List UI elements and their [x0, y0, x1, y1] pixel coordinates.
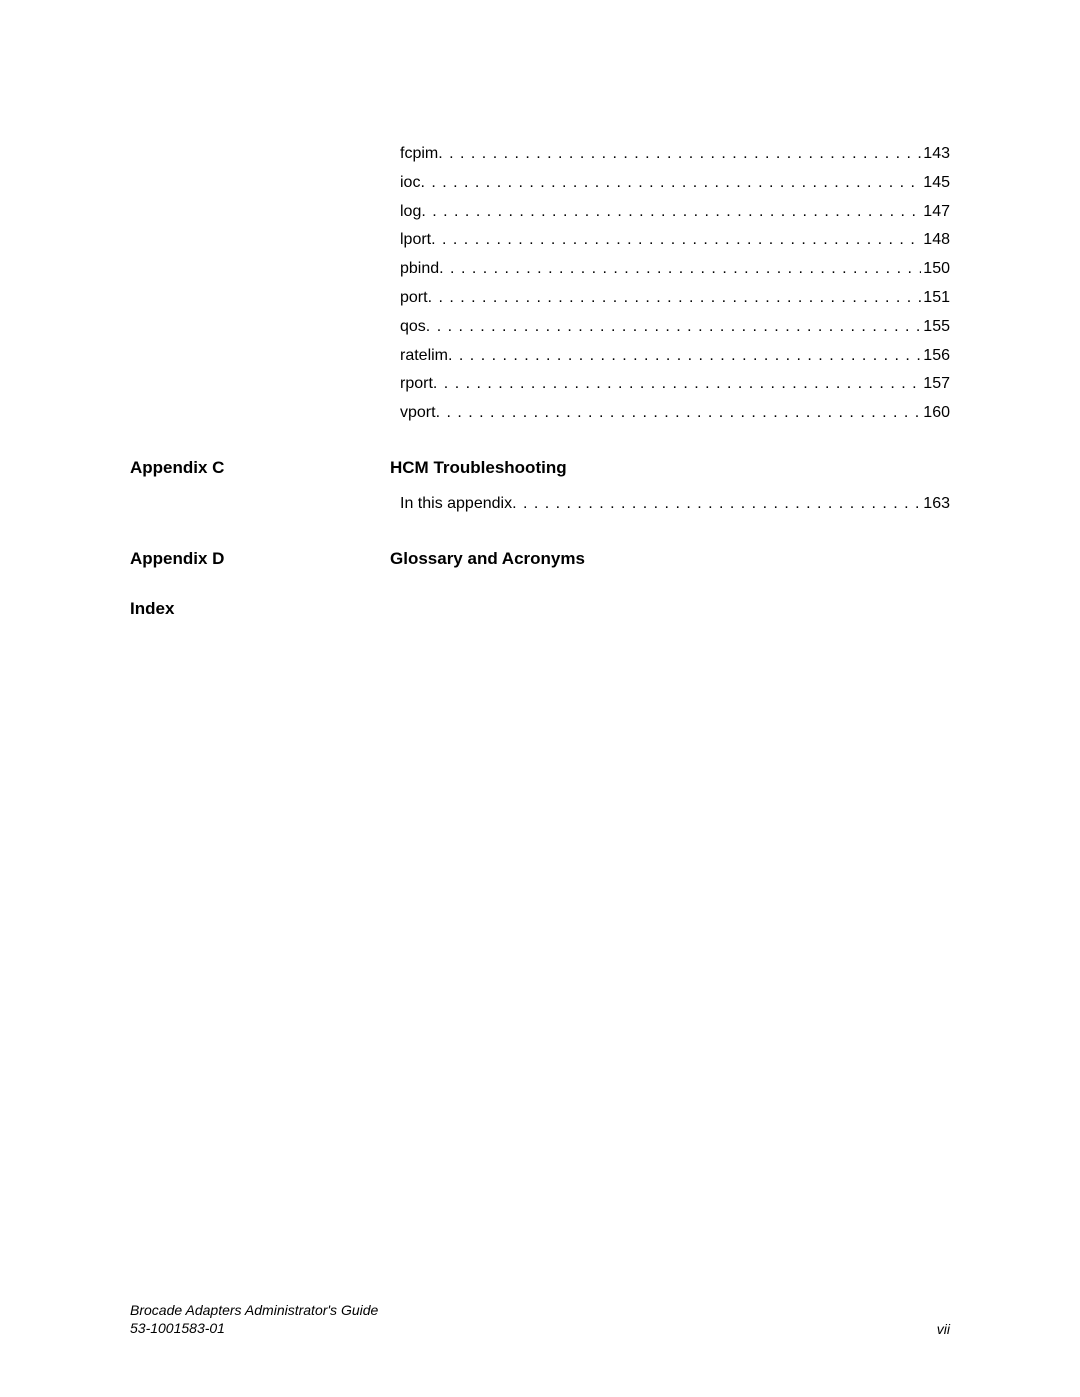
toc-entry: log 147 [400, 198, 950, 227]
toc-leader [426, 313, 922, 342]
toc-label: lport [400, 226, 431, 255]
appendix-d-row: Appendix D Glossary and Acronyms [130, 549, 950, 569]
toc-entry: ioc 145 [400, 169, 950, 198]
footer-title: Brocade Adapters Administrator's Guide [130, 1301, 378, 1319]
toc-label: In this appendix [400, 490, 512, 519]
toc-entry: rport 157 [400, 370, 950, 399]
toc-leader [433, 370, 921, 399]
toc-leader [428, 284, 922, 313]
toc-page: 160 [921, 399, 950, 428]
index-row: Index [130, 599, 950, 619]
toc-entry: qos 155 [400, 313, 950, 342]
page-footer: Brocade Adapters Administrator's Guide 5… [130, 1301, 950, 1337]
toc-label: ratelim [400, 342, 448, 371]
appendix-d-label: Appendix D [130, 549, 390, 569]
appendix-d-title: Glossary and Acronyms [390, 549, 585, 569]
toc-leader [448, 342, 921, 371]
toc-label: vport [400, 399, 436, 428]
toc-label: log [400, 198, 421, 227]
toc-page: 145 [921, 169, 950, 198]
toc-page: 150 [921, 255, 950, 284]
toc-page: 163 [921, 490, 950, 519]
toc-page: 155 [921, 313, 950, 342]
appendix-c-title: HCM Troubleshooting [390, 458, 567, 478]
toc-label: qos [400, 313, 426, 342]
footer-docnum: 53-1001583-01 [130, 1319, 378, 1337]
footer-pagenum: vii [937, 1321, 950, 1337]
toc-page: 157 [921, 370, 950, 399]
toc-leader [439, 255, 921, 284]
toc-entry: port 151 [400, 284, 950, 313]
toc-page: 147 [921, 198, 950, 227]
index-label: Index [130, 599, 390, 619]
toc-label: rport [400, 370, 433, 399]
toc-entry: lport 148 [400, 226, 950, 255]
toc-label: fcpim [400, 140, 438, 169]
toc-entry: fcpim 143 [400, 140, 950, 169]
toc-page: 143 [921, 140, 950, 169]
toc-entry: vport 160 [400, 399, 950, 428]
toc-label: ioc [400, 169, 420, 198]
toc-label: port [400, 284, 428, 313]
toc-page: 151 [921, 284, 950, 313]
page-container: fcpim 143 ioc 145 log 147 lport 148 pbin… [0, 0, 1080, 1397]
toc-entry: ratelim 156 [400, 342, 950, 371]
toc-list: fcpim 143 ioc 145 log 147 lport 148 pbin… [130, 140, 950, 428]
toc-leader [512, 490, 921, 519]
appendix-c-row: Appendix C HCM Troubleshooting [130, 458, 950, 478]
toc-label: pbind [400, 255, 439, 284]
appendix-c-label: Appendix C [130, 458, 390, 478]
toc-leader [436, 399, 922, 428]
toc-leader [431, 226, 921, 255]
toc-entry: pbind 150 [400, 255, 950, 284]
toc-page: 148 [921, 226, 950, 255]
toc-leader [421, 198, 921, 227]
toc-leader [420, 169, 921, 198]
footer-left: Brocade Adapters Administrator's Guide 5… [130, 1301, 378, 1337]
toc-leader [438, 140, 921, 169]
appendix-c-sub: In this appendix 163 [400, 490, 950, 519]
toc-page: 156 [921, 342, 950, 371]
